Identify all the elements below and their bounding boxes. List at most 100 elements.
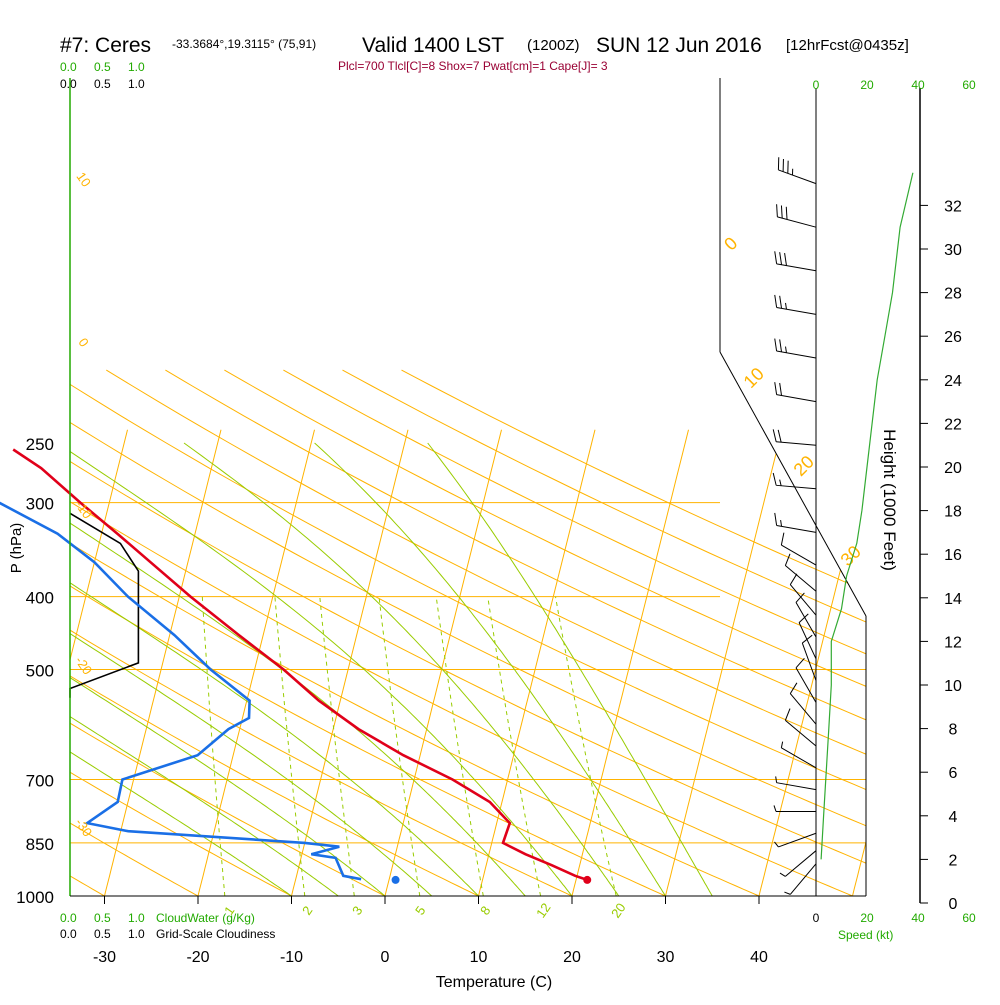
wind-barb-staff — [785, 851, 816, 877]
speed-axis-title: Speed (kt) — [838, 928, 893, 942]
wind-barb-flag — [781, 206, 782, 219]
wind-barb-staff — [785, 720, 816, 746]
isotherm-line — [479, 430, 596, 896]
isotherm-line — [572, 430, 689, 896]
pressure-tick-label: 850 — [26, 835, 54, 854]
wind-barb — [781, 533, 816, 565]
dry-adiabat-line — [0, 370, 701, 912]
wind-barb-flag — [773, 473, 776, 485]
pressure-tick-label: 700 — [26, 771, 54, 790]
height-tick-label: 26 — [944, 329, 962, 346]
wind-barb-flag — [802, 635, 812, 643]
temperature-tick-label: -10 — [280, 949, 303, 966]
dry-adiabat-line — [0, 370, 1000, 912]
wind-barb-half — [786, 347, 787, 353]
temperature-axis-title: Temperature (C) — [436, 974, 552, 991]
wind-barb — [775, 295, 816, 314]
isotherm-line — [385, 430, 502, 896]
wind-barb-flag — [786, 207, 787, 220]
speed-tick-top: 40 — [911, 78, 925, 92]
right-frame-diagonal — [720, 352, 866, 616]
wind-barb — [774, 833, 816, 847]
speed-tick-bottom: 20 — [860, 911, 874, 925]
cloud-scale-top: 0.0 0.5 1.0 0.0 0.5 1.0 — [60, 60, 145, 91]
cloudiness-tick-bottom: 0.5 — [94, 927, 111, 941]
cloudiness-tick-bottom: 1.0 — [128, 927, 145, 941]
temperature-tick-label: 40 — [750, 949, 768, 966]
wind-barb-staff — [777, 307, 816, 314]
wind-barb-half — [780, 873, 785, 876]
wind-barb — [799, 614, 816, 659]
wind-barb-flag — [781, 533, 784, 545]
wind-barb-half — [780, 480, 781, 486]
cloudwater-tick-top: 0.5 — [94, 60, 111, 74]
wind-barb — [775, 513, 816, 532]
wind-barb-flag — [785, 709, 790, 721]
speed-tick-bottom: 40 — [911, 911, 925, 925]
wind-barb-staff — [776, 442, 816, 445]
speed-tick-top: 60 — [962, 78, 976, 92]
wind-barb-flag — [773, 429, 776, 441]
cloudiness-label: Grid-Scale Cloudiness — [156, 927, 275, 941]
temperature-tick-label: 10 — [470, 949, 488, 966]
wind-barb — [777, 204, 816, 227]
cloudwater-tick-top: 0.0 — [60, 60, 77, 74]
height-tick-label: 8 — [949, 722, 958, 739]
wind-barb-half — [776, 776, 777, 782]
dry-adiabat-label: -10 — [72, 497, 95, 521]
wind-barb-half — [781, 742, 782, 748]
temperature-tick-label: -30 — [93, 949, 116, 966]
moist-adiabat-label: 20 — [790, 452, 818, 480]
mixing-ratio-label: 20 — [608, 900, 629, 920]
height-tick-label: 6 — [949, 765, 958, 782]
moist-adiabat-label: 10 — [740, 364, 768, 392]
cloudiness-tick-bottom: 0.0 — [60, 927, 77, 941]
height-tick-label: 20 — [944, 460, 962, 477]
dry-adiabat-label: 10 — [73, 169, 94, 189]
speed-tick-bottom: 60 — [962, 911, 976, 925]
wind-barb-flag — [796, 658, 804, 667]
dry-adiabat-label: 0 — [75, 335, 91, 350]
wind-barb-flag — [785, 253, 787, 266]
pressure-tick-label: 1000 — [16, 888, 54, 907]
valid-time: Valid 1400 LST — [362, 34, 504, 57]
height-tick-label: 22 — [944, 416, 962, 433]
wind-barb — [773, 429, 816, 445]
mixing-ratio-line — [488, 597, 541, 896]
wind-barb-staff — [796, 602, 816, 637]
surface-temperature-point — [583, 876, 591, 884]
wind-barb-flag — [775, 382, 777, 395]
wind-barb-flag — [775, 251, 777, 264]
forecast-date: SUN 12 Jun 2016 — [596, 34, 762, 57]
stability-indices: Plcl=700 Tlcl[C]=8 Shox=7 Pwat[cm]=1 Cap… — [338, 59, 608, 73]
wind-barb-staff — [802, 643, 816, 681]
moist-adiabat-label: 0 — [720, 233, 741, 254]
wind-barb-staff — [777, 264, 816, 271]
wind-barb — [773, 473, 816, 489]
wind-barb — [775, 382, 816, 401]
forecast-id: [12hrFcst@0435z] — [786, 37, 909, 54]
wind-barb — [802, 635, 816, 680]
isotherm-line — [759, 430, 876, 896]
cloudwater-tick-bottom: 0.0 — [60, 911, 77, 925]
speed-tick-top: 0 — [813, 78, 820, 92]
height-tick-label: 4 — [949, 809, 958, 826]
wind-barb-flag — [775, 339, 777, 352]
cloudiness-tick-top: 0.0 — [60, 77, 77, 91]
wind-barb-flag — [796, 593, 804, 602]
height-tick-label: 32 — [944, 198, 962, 215]
wind-barb-flag — [777, 204, 778, 217]
dewpoint-line — [0, 450, 361, 880]
wind-barb-flag — [775, 513, 777, 526]
cloudwater-label: CloudWater (g/Kg) — [156, 911, 255, 925]
thermo-reference-lines — [0, 370, 1000, 912]
dry-adiabat-label: -20 — [72, 653, 95, 677]
wind-barb — [785, 554, 816, 591]
wind-barb-flag — [785, 554, 790, 566]
wind-barb — [775, 251, 816, 270]
wind-barb — [776, 776, 816, 789]
cloudwater-tick-bottom: 0.5 — [94, 911, 111, 925]
cloudwater-tick-bottom: 1.0 — [128, 911, 145, 925]
